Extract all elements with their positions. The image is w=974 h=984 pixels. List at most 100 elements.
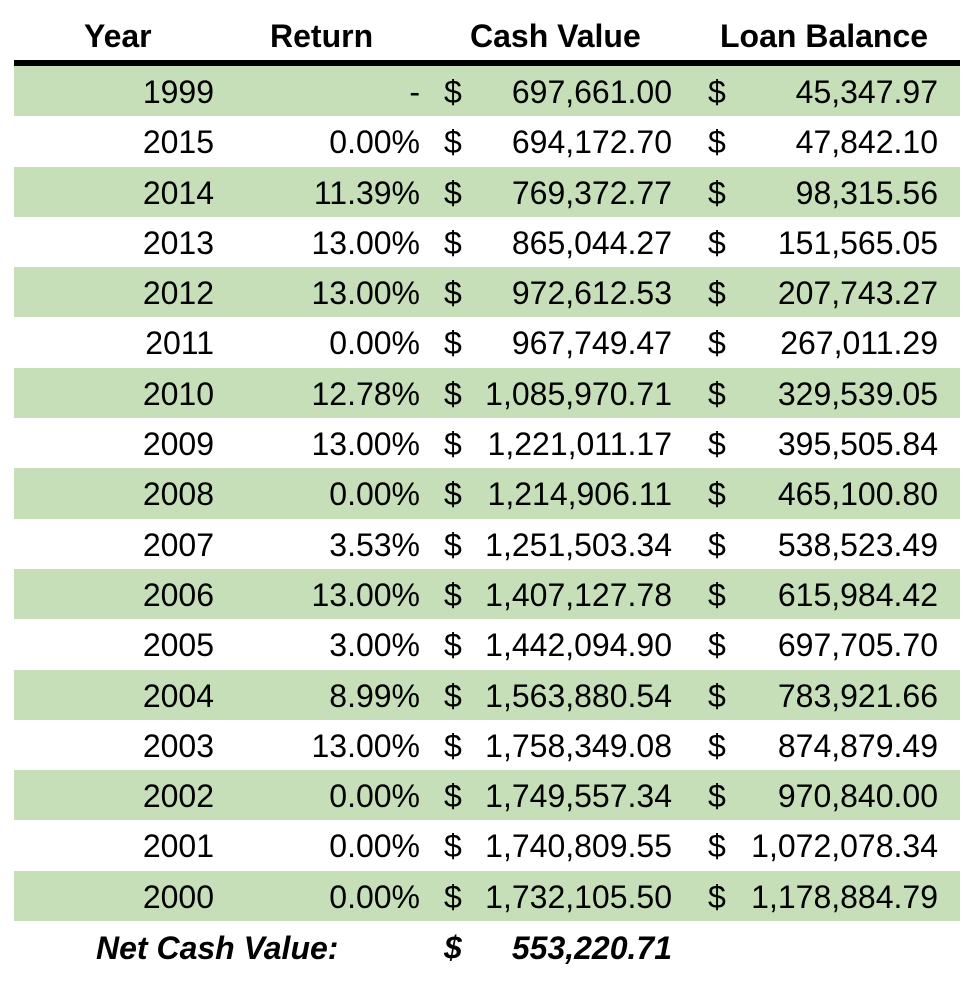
cell-return: 13.00% (311, 576, 420, 613)
table-row: 2001 0.00% $1,740,809.55 $1,072,078.34 (14, 820, 960, 870)
header-loan-balance: Loan Balance (720, 18, 929, 54)
cell-cash-currency: $ (444, 878, 462, 915)
cell-cash-currency: $ (444, 325, 462, 362)
cell-year: 2003 (142, 727, 214, 764)
cell-cash-currency: $ (444, 828, 462, 865)
cell-cash-currency: $ (444, 476, 462, 513)
cell-cash-currency: $ (444, 526, 462, 563)
cell-loan-currency: $ (708, 677, 726, 714)
cell-year: 2012 (142, 275, 214, 312)
cell-return: 3.53% (329, 526, 420, 563)
cell-cash-value: 1,563,880.54 (485, 677, 672, 714)
cell-cash-currency: $ (444, 174, 462, 211)
cell-loan-currency: $ (708, 375, 726, 412)
net-cash-value-amount: 553,220.71 (511, 930, 672, 966)
cell-cash-currency: $ (444, 778, 462, 815)
cell-cash-value: 1,749,557.34 (485, 778, 672, 815)
table-row: 2007 3.53% $1,251,503.34 $538,523.49 (14, 519, 960, 569)
table-row: 2004 8.99% $1,563,880.54 $783,921.66 (14, 669, 960, 720)
cell-loan-balance: 395,505.84 (777, 426, 938, 463)
cell-return: 8.99% (329, 677, 420, 714)
cell-cash-value: 694,172.70 (511, 124, 672, 161)
cell-cash-value: 1,732,105.50 (485, 878, 672, 915)
table-body: 1999- $697,661.00 $45,347.97 2015 0.00% $694,… (14, 66, 960, 922)
cell-loan-balance: 151,565.05 (777, 224, 938, 261)
cell-year: 2000 (142, 878, 214, 915)
cell-loan-balance: 615,984.42 (777, 576, 938, 613)
cell-loan-balance: 970,840.00 (777, 778, 938, 815)
cell-cash-currency: $ (444, 677, 462, 714)
cell-return: 13.00% (311, 727, 420, 764)
cell-loan-currency: $ (708, 124, 726, 161)
cell-cash-currency: $ (444, 74, 462, 110)
cell-cash-value: 1,407,127.78 (485, 576, 672, 613)
cell-loan-balance: 47,842.10 (795, 124, 938, 161)
table-row: 2011 0.00% $967,749.47 $267,011.29 (14, 317, 960, 367)
cell-return: 13.00% (311, 426, 420, 463)
cell-cash-currency: $ (444, 627, 462, 664)
cell-loan-currency: $ (708, 275, 726, 312)
header-year: Year (84, 18, 152, 54)
cell-return: 0.00% (329, 828, 420, 865)
cell-year: 2010 (142, 375, 214, 412)
cell-cash-value: 1,740,809.55 (485, 828, 672, 865)
cell-loan-currency: $ (708, 778, 726, 815)
cell-loan-balance: 1,178,884.79 (751, 878, 938, 915)
cell-cash-currency: $ (444, 727, 462, 764)
table-row: 2012 13.00% $972,612.53 $207,743.27 (14, 267, 960, 318)
cell-loan-currency: $ (708, 576, 726, 613)
cell-cash-currency: $ (444, 426, 462, 463)
cell-year: 2008 (142, 476, 214, 513)
cell-return: - (409, 74, 420, 110)
cell-loan-currency: $ (708, 828, 726, 865)
cell-cash-value: 967,749.47 (511, 325, 672, 362)
cell-cash-value: 972,612.53 (511, 275, 672, 312)
net-cash-value-row: Net Cash Value: $ 553,220.71 (14, 922, 960, 976)
table-row: 2005 3.00% $1,442,094.90 $697,705.70 (14, 619, 960, 669)
cell-loan-currency: $ (708, 627, 726, 664)
cell-year: 2013 (142, 224, 214, 261)
cell-loan-currency: $ (708, 426, 726, 463)
table-row: 2010 12.78% $1,085,970.71 $329,539.05 (14, 367, 960, 419)
cell-loan-balance: 98,315.56 (795, 174, 938, 211)
table-row: 2003 13.00% $1,758,349.08 $874,879.49 (14, 720, 960, 770)
net-cash-value-currency: $ (444, 930, 462, 966)
cell-return: 13.00% (311, 275, 420, 312)
table-row: 2009 13.00% $1,221,011.17 $395,505.84 (14, 418, 960, 468)
cell-cash-value: 1,214,906.11 (487, 476, 672, 513)
cell-loan-currency: $ (708, 526, 726, 563)
cell-cash-currency: $ (444, 375, 462, 412)
cell-return: 11.39% (313, 174, 420, 211)
cell-loan-balance: 207,743.27 (777, 275, 938, 312)
cell-year: 2015 (142, 124, 214, 161)
cell-loan-balance: 697,705.70 (777, 627, 938, 664)
cell-cash-value: 1,251,503.34 (485, 526, 672, 563)
cell-cash-currency: $ (444, 275, 462, 312)
cell-cash-value: 865,044.27 (511, 224, 672, 261)
cell-year: 2011 (145, 325, 214, 362)
cell-loan-currency: $ (708, 727, 726, 764)
header-cash-value: Cash Value (470, 18, 641, 54)
cell-year: 2007 (142, 526, 214, 563)
cell-loan-balance: 329,539.05 (777, 375, 938, 412)
table-row: 2008 0.00% $1,214,906.11 $465,100.80 (14, 468, 960, 519)
cell-year: 1999 (142, 74, 214, 110)
table-row: 2000 0.00% $1,732,105.50 $1,178,884.79 (14, 870, 960, 922)
header-return: Return (270, 18, 374, 54)
cell-loan-currency: $ (708, 224, 726, 261)
cell-return: 0.00% (329, 124, 420, 161)
cell-loan-balance: 1,072,078.34 (751, 828, 938, 865)
table-row: 1999- $697,661.00 $45,347.97 (14, 66, 960, 117)
table-header: Year Return Cash Value Loan Balance (0, 0, 974, 62)
cell-cash-value: 769,372.77 (511, 174, 672, 211)
cell-cash-value: 1,758,349.08 (485, 727, 672, 764)
cell-return: 0.00% (329, 878, 420, 915)
cell-cash-value: 1,221,011.17 (487, 426, 672, 463)
cell-year: 2014 (142, 174, 214, 211)
cell-loan-currency: $ (708, 74, 726, 110)
cell-return: 0.00% (329, 325, 420, 362)
cell-loan-currency: $ (708, 476, 726, 513)
cell-loan-currency: $ (708, 878, 726, 915)
cell-loan-balance: 783,921.66 (777, 677, 938, 714)
